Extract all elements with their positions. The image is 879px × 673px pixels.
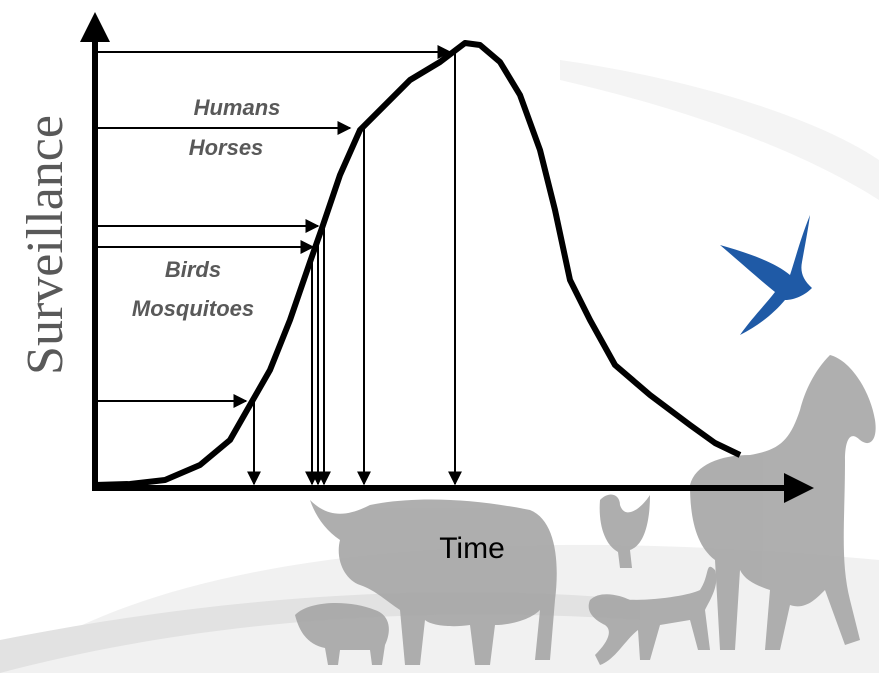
horse (690, 355, 876, 650)
diagram: Surveillance Time Humans Horses Birds Mo… (0, 0, 879, 673)
bird-icon (720, 215, 812, 335)
annotation-label: Horses (189, 135, 264, 160)
y-axis-label: Surveillance (17, 115, 74, 375)
annotation-label: Humans (194, 95, 281, 120)
x-axis-label: Time (439, 532, 505, 565)
time-arrows (254, 52, 455, 484)
annotation-label: Birds (165, 257, 221, 282)
annotation-label: Mosquitoes (132, 296, 254, 321)
